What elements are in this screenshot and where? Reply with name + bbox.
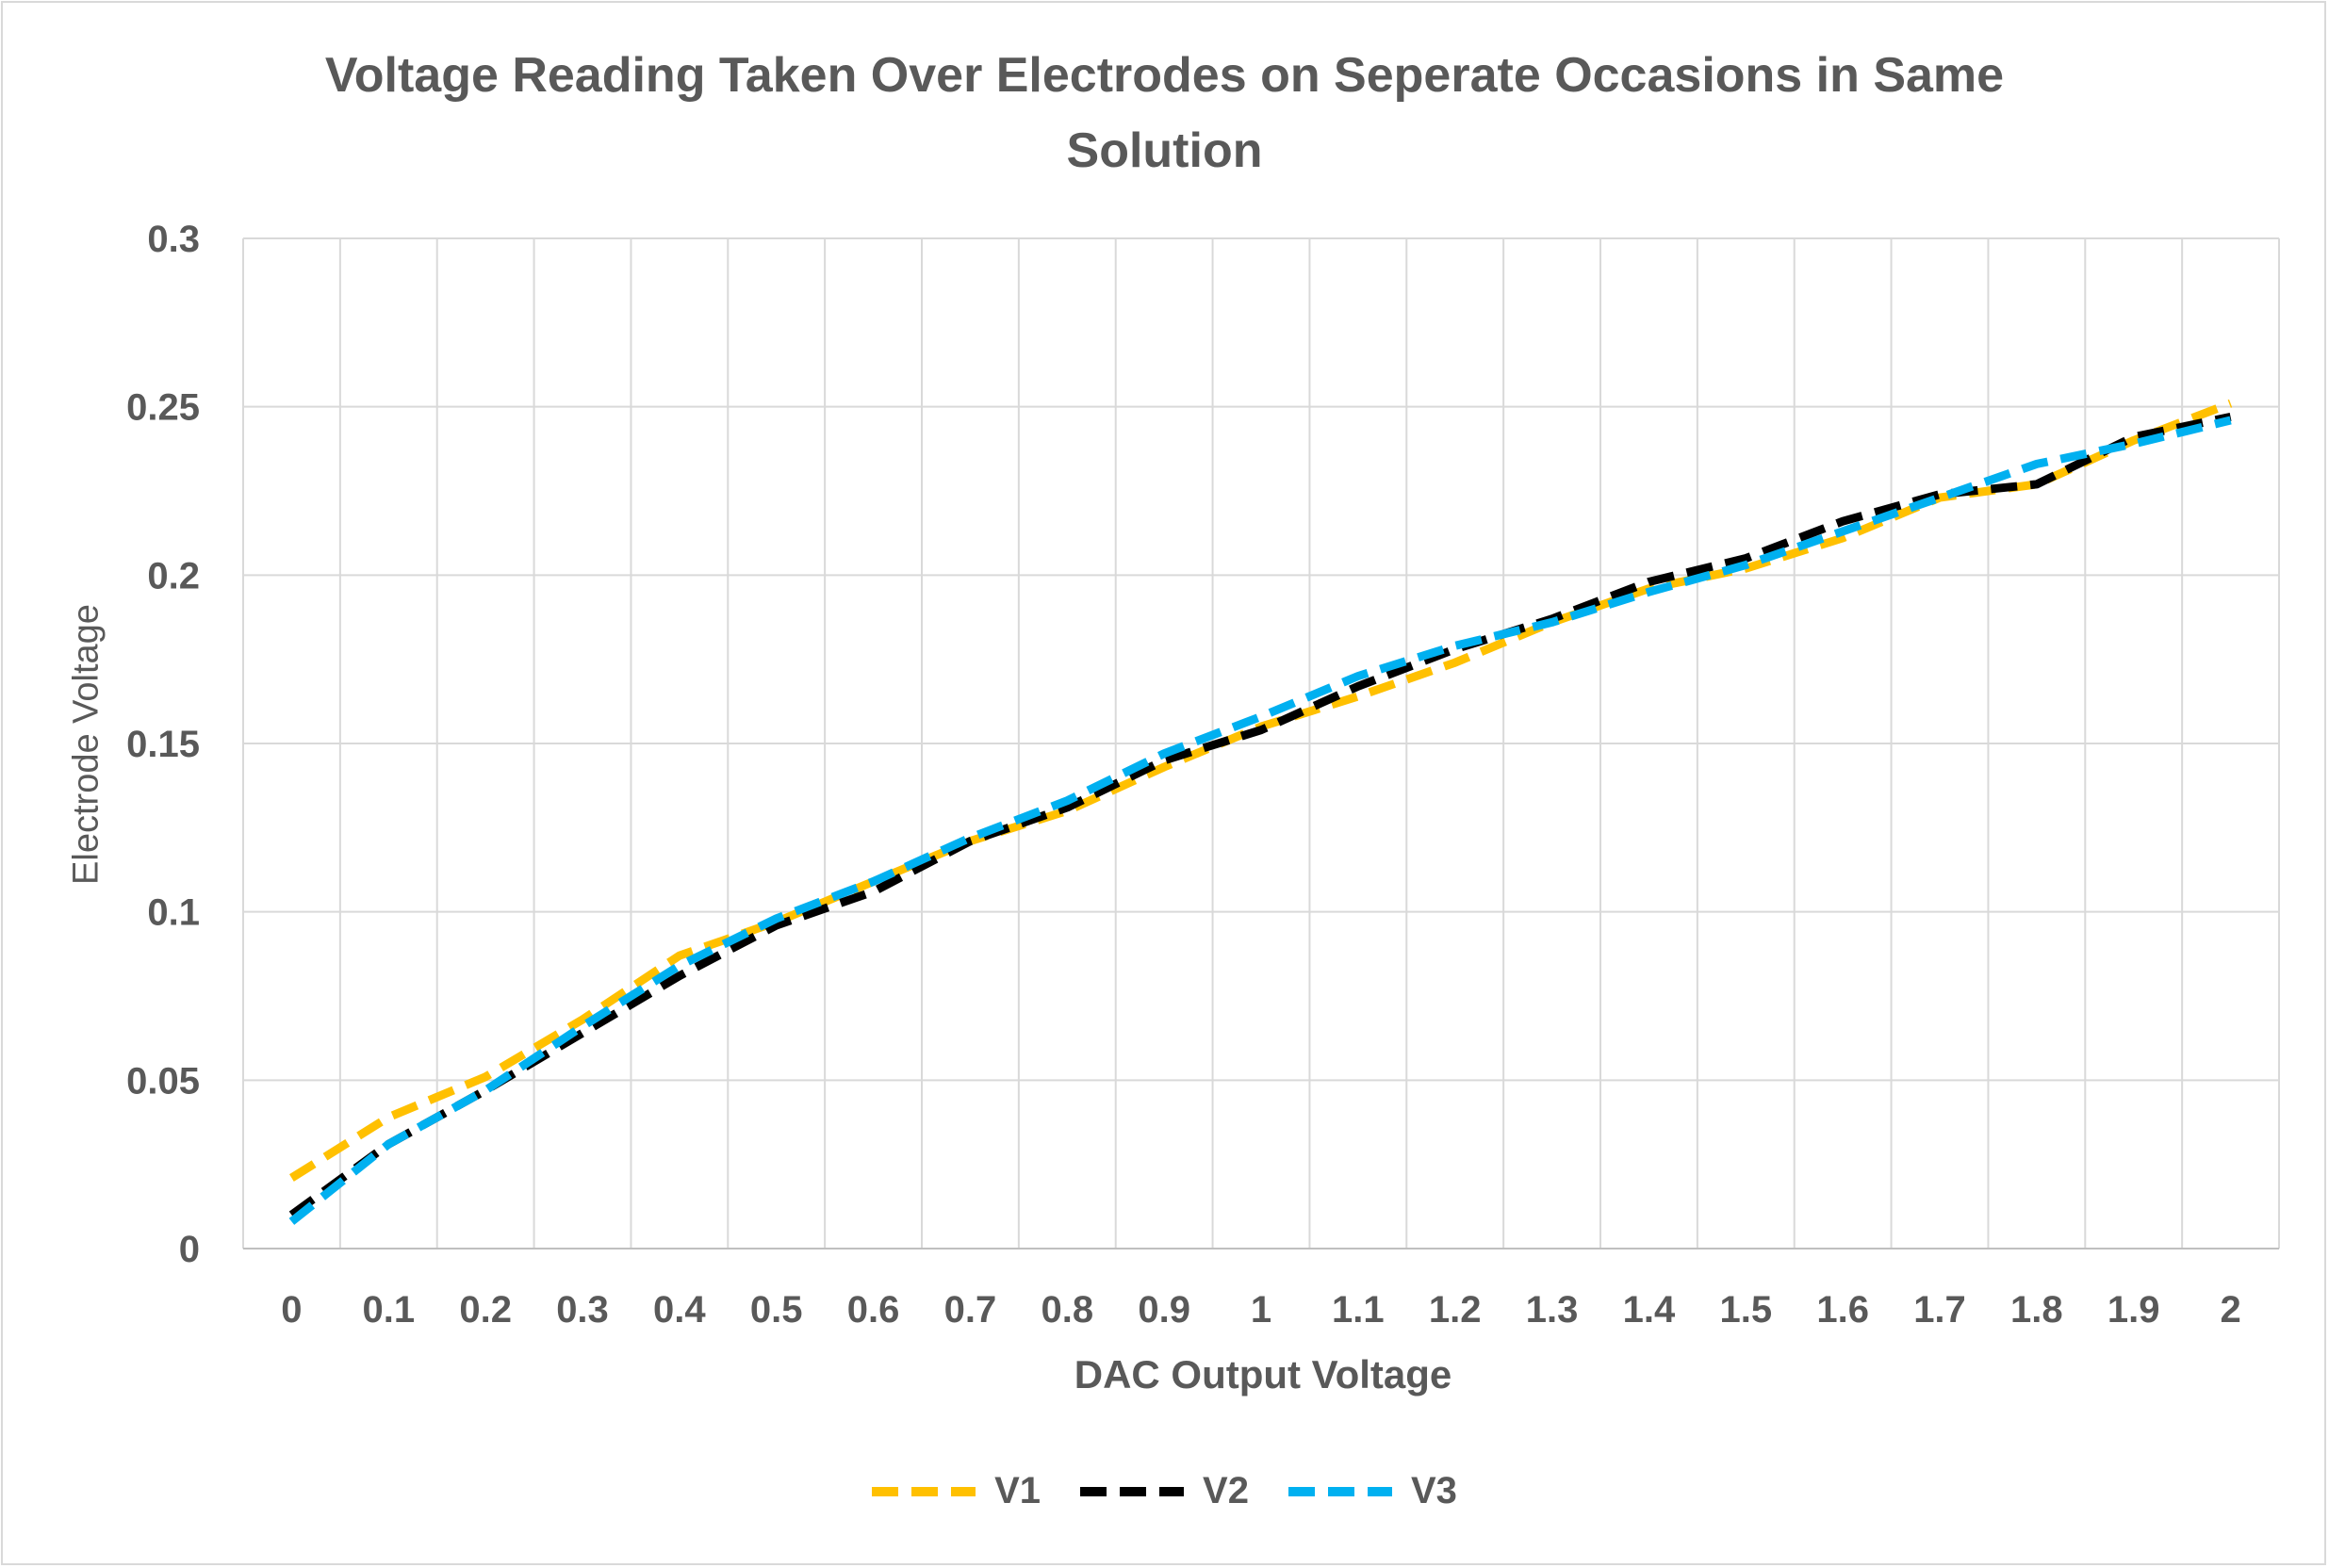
x-tick-label: 1.5 — [1719, 1289, 1772, 1331]
series-lines — [288, 399, 2233, 1225]
y-axis-label: Electrode Voltage — [66, 604, 107, 885]
x-tick-label: 2 — [2220, 1289, 2240, 1331]
legend-label: V1 — [994, 1470, 1041, 1511]
x-tick-label: 0 — [281, 1289, 302, 1331]
series-line-v3 — [288, 416, 2232, 1225]
legend-item-v1: V1 — [872, 1470, 1041, 1512]
x-tick-label: 1 — [1251, 1289, 1271, 1331]
x-tick-label: 1.8 — [2010, 1289, 2063, 1331]
chart-title: Voltage Reading Taken Over Electrodes on… — [0, 38, 2329, 188]
legend-swatch — [872, 1486, 976, 1496]
x-tick-label: 1.6 — [1816, 1289, 1869, 1331]
x-tick-label: 0.3 — [556, 1289, 609, 1331]
y-tick-label: 0.2 — [147, 555, 200, 596]
legend-item-v3: V3 — [1288, 1470, 1457, 1512]
y-tick-label: 0.3 — [147, 219, 200, 260]
x-tick-label: 1.7 — [1913, 1289, 1966, 1331]
x-tick-label: 0.1 — [362, 1289, 415, 1331]
x-tick-label: 1.2 — [1429, 1289, 1482, 1331]
y-tick-label: 0.25 — [126, 387, 200, 429]
legend-item-v2: V2 — [1080, 1470, 1249, 1512]
series-line-v1 — [289, 399, 2233, 1182]
y-tick-label: 0.15 — [126, 724, 200, 765]
y-tick-label: 0.05 — [126, 1060, 200, 1102]
legend-label: V3 — [1410, 1470, 1457, 1511]
series-line-v2 — [288, 412, 2232, 1218]
y-tick-label: 0.1 — [147, 892, 200, 934]
x-tick-label: 1.3 — [1526, 1289, 1579, 1331]
x-axis-ticks: 0 0.1 0.2 0.3 0.4 0.5 0.6 0.7 0.8 0.9 1 1.1 1.2 1.3 1.… — [281, 1289, 2240, 1331]
x-tick-label: 0.6 — [847, 1289, 900, 1331]
x-tick-label: 0.4 — [653, 1289, 706, 1331]
x-tick-label: 0.8 — [1041, 1289, 1093, 1331]
x-tick-label: 0.2 — [459, 1289, 512, 1331]
legend-swatch — [1080, 1486, 1185, 1496]
x-tick-label: 0.5 — [750, 1289, 803, 1331]
x-tick-label: 0.9 — [1138, 1289, 1190, 1331]
legend-swatch — [1288, 1486, 1392, 1496]
x-axis-label: DAC Output Voltage — [1074, 1352, 1452, 1396]
grid-lines — [242, 237, 2280, 1250]
x-tick-label: 0.7 — [944, 1289, 997, 1331]
chart-title-line: Voltage Reading Taken Over Electrodes on… — [324, 48, 2005, 103]
x-tick-label: 1.1 — [1332, 1289, 1385, 1331]
chart-title-line: Solution — [1066, 123, 1263, 178]
x-tick-label: 1.4 — [1623, 1289, 1676, 1331]
legend: V1 V2 V3 — [0, 1470, 2329, 1512]
legend-label: V2 — [1203, 1470, 1249, 1511]
y-axis-ticks: 0 0.05 0.1 0.15 0.2 0.25 0.3 — [126, 219, 200, 1270]
x-tick-label: 1.9 — [2108, 1289, 2160, 1331]
y-tick-label: 0 — [179, 1229, 200, 1270]
